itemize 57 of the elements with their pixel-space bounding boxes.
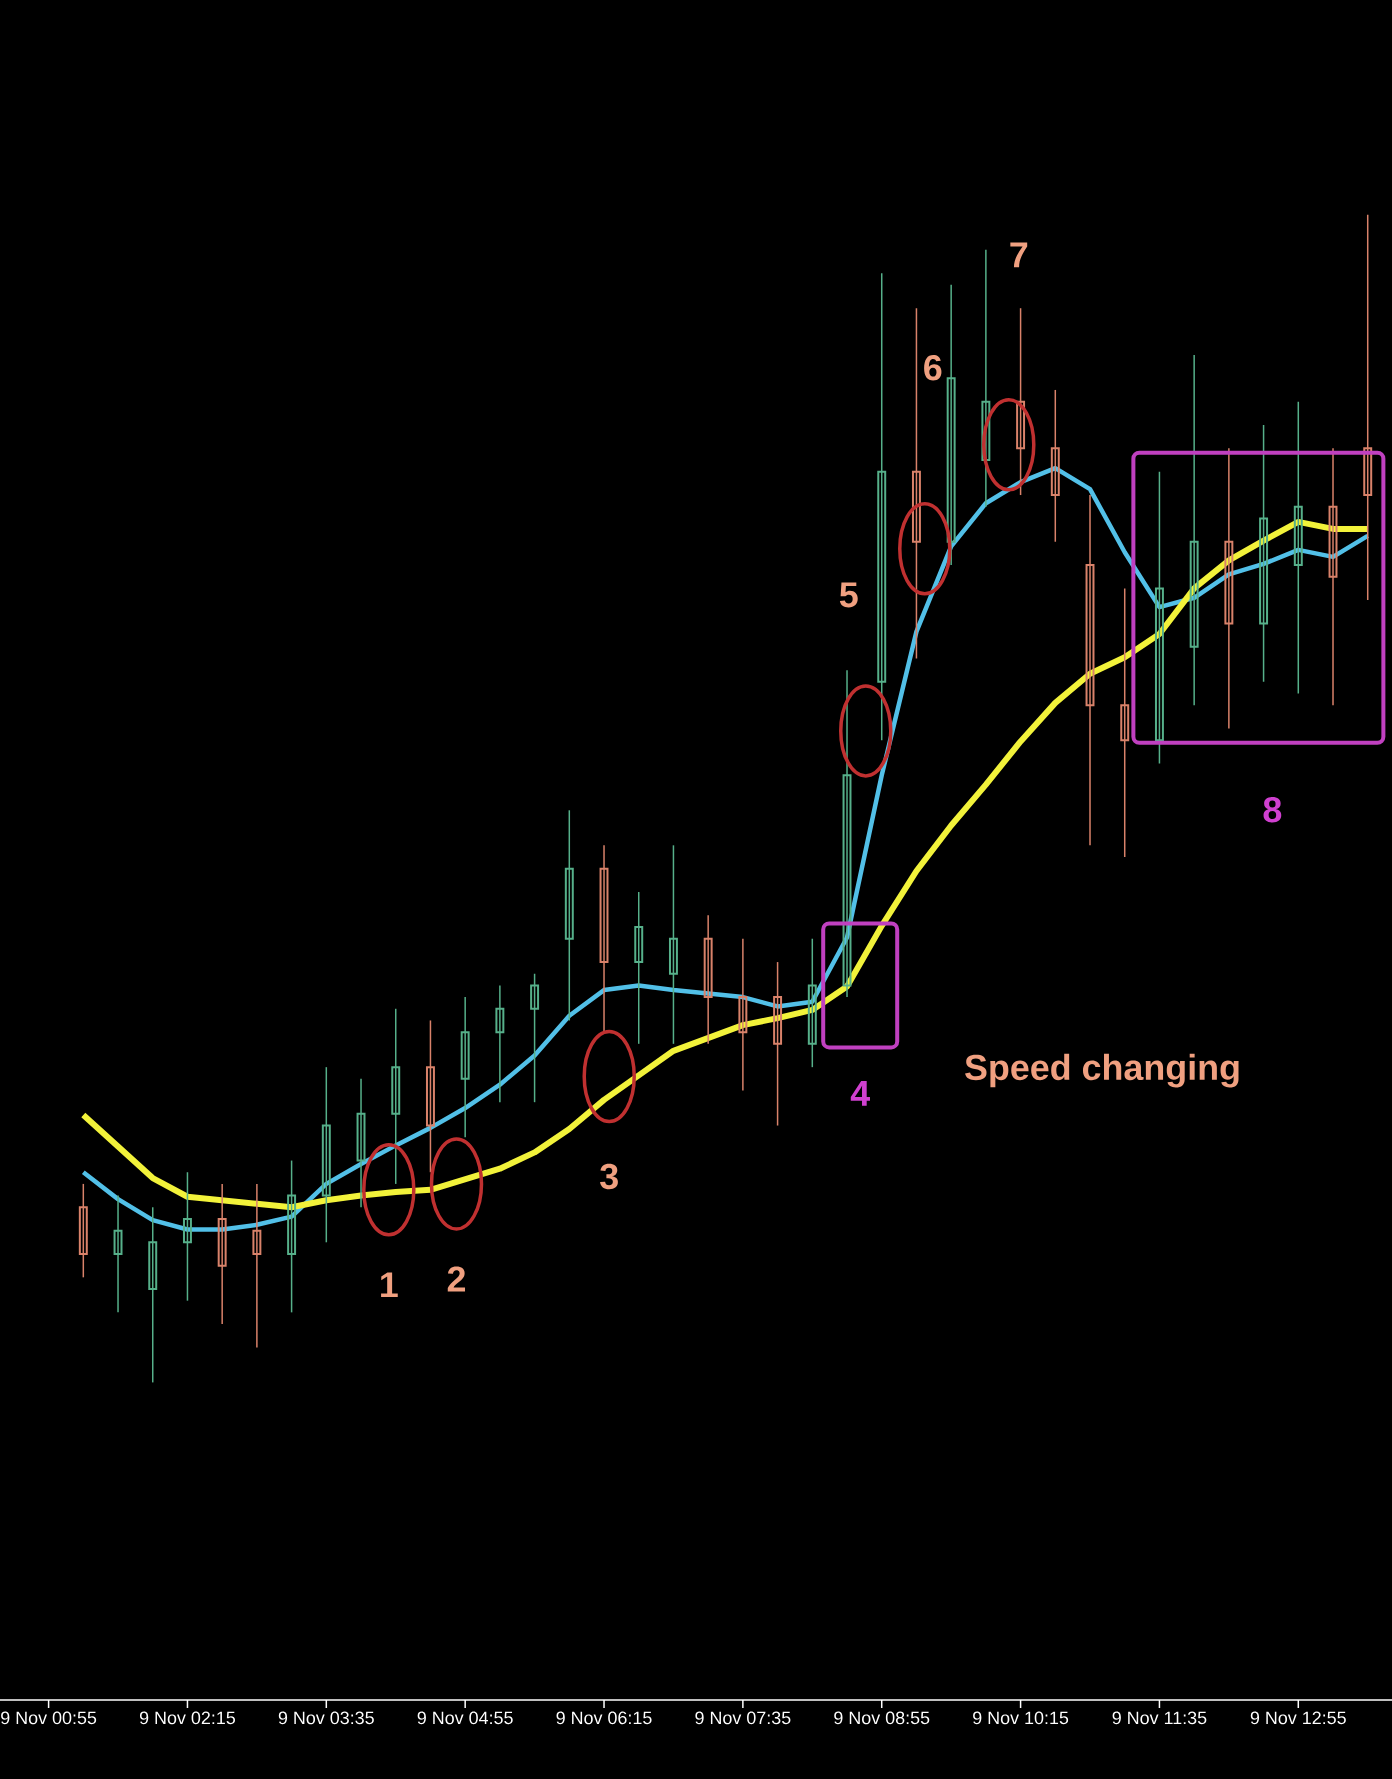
candlestick xyxy=(182,1171,192,1302)
x-tick-label: 9 Nov 06:15 xyxy=(556,1711,652,1725)
candlestick xyxy=(252,1183,262,1349)
candlestick xyxy=(738,937,748,1092)
annotation: 1 xyxy=(381,1272,398,1298)
candlestick xyxy=(1120,587,1130,858)
candlestick xyxy=(668,844,678,1045)
candlestick xyxy=(564,809,574,1022)
annotation: 6 xyxy=(924,355,942,381)
candlestick xyxy=(911,307,921,660)
x-tick-label: 9 Nov 00:55 xyxy=(1,1711,97,1725)
candlestick xyxy=(78,1183,88,1279)
x-tick-label: 9 Nov 10:15 xyxy=(973,1711,1069,1725)
candlestick xyxy=(391,1008,401,1185)
candlestick xyxy=(1085,494,1095,847)
annotation: 7 xyxy=(1010,242,1028,268)
candlestick xyxy=(703,914,713,1045)
candlestick xyxy=(1050,389,1060,543)
x-tick-label: 9 Nov 07:35 xyxy=(695,1711,791,1725)
annotation: 2 xyxy=(447,1266,466,1292)
candlestick xyxy=(287,1159,297,1314)
candlestick xyxy=(981,249,991,508)
candlestick xyxy=(321,1066,331,1244)
candlestick xyxy=(425,1019,435,1173)
candlestick xyxy=(946,284,956,566)
candlestick xyxy=(1259,424,1269,683)
x-tick-label: 9 Nov 08:55 xyxy=(834,1711,930,1725)
candlestick xyxy=(356,1078,366,1209)
annotation: 4 xyxy=(850,1081,870,1106)
candlestick xyxy=(877,272,887,741)
x-tick-label: 9 Nov 03:35 xyxy=(278,1711,374,1725)
x-tick-label: 9 Nov 12:55 xyxy=(1250,1711,1346,1725)
candlestick xyxy=(217,1183,227,1325)
candlestick xyxy=(1293,400,1303,695)
candlestick xyxy=(634,891,644,1045)
x-tick-label: 9 Nov 04:55 xyxy=(417,1711,513,1725)
candlestick xyxy=(599,844,609,1033)
annotation: 5 xyxy=(839,582,858,608)
candlestick xyxy=(460,996,470,1138)
candlestick xyxy=(842,669,852,998)
x-tick-label: 9 Nov 02:15 xyxy=(139,1711,236,1725)
candlestick xyxy=(1154,470,1164,765)
annotation: Speed changing xyxy=(965,1053,1239,1088)
candlestick xyxy=(1189,354,1199,706)
candlestick xyxy=(530,973,540,1103)
candlestick xyxy=(1328,447,1338,706)
candlestick xyxy=(773,961,783,1127)
candlestick xyxy=(1363,214,1373,601)
candlestick xyxy=(1016,307,1026,496)
annotation: 8 xyxy=(1263,797,1282,823)
candlestick xyxy=(1224,447,1234,730)
annotation: 3 xyxy=(600,1163,618,1190)
candlestick xyxy=(113,1194,123,1314)
x-tick-label: 9 Nov 11:35 xyxy=(1112,1711,1207,1725)
candlestick xyxy=(495,984,505,1103)
candlestick xyxy=(148,1206,158,1384)
candlestick xyxy=(807,937,817,1068)
